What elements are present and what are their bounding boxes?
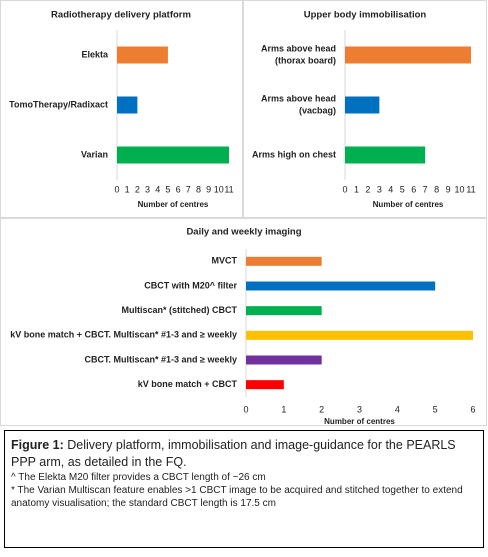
bar xyxy=(246,330,473,340)
caption-note: ^ The Elekta M20 filter provides a CBCT … xyxy=(11,472,266,483)
x-axis-title: Number of centres xyxy=(324,417,395,426)
x-tick-label: 0 xyxy=(114,184,119,194)
chart-title: Radiotherapy delivery platform xyxy=(51,10,191,21)
y-tick-label: CBCT with M20^ filter xyxy=(144,280,237,290)
y-tick-label: Arms above head xyxy=(261,43,336,53)
bar xyxy=(117,46,168,64)
chart-title: Upper body immobilisation xyxy=(304,10,427,21)
x-tick-label: 11 xyxy=(224,184,233,194)
x-tick-label: 7 xyxy=(423,184,428,194)
x-tick-label: 2 xyxy=(319,404,324,414)
x-tick-label: 0 xyxy=(342,184,347,194)
bar xyxy=(345,96,380,114)
bar xyxy=(246,355,322,365)
x-tick-label: 6 xyxy=(176,184,181,194)
x-tick-label: 7 xyxy=(186,184,191,194)
caption-label: Figure 1: xyxy=(11,438,64,452)
x-tick-label: 11 xyxy=(466,184,475,194)
caption-main: Figure 1: Delivery platform, immobilisat… xyxy=(11,437,477,471)
caption-box: Figure 1: Delivery platform, immobilisat… xyxy=(4,430,484,548)
bar xyxy=(246,256,322,266)
y-tick-label: Elekta xyxy=(81,49,109,59)
x-tick-label: 4 xyxy=(155,184,160,194)
x-tick-label: 1 xyxy=(281,404,286,414)
y-tick-label: CBCT. Multiscan* #1-3 and ≥ weekly xyxy=(85,354,238,364)
x-tick-label: 1 xyxy=(125,184,130,194)
y-tick-label: kV bone match + CBCT. Multiscan* #1-3 an… xyxy=(10,330,237,340)
x-tick-label: 6 xyxy=(411,184,416,194)
y-tick-label: Arms above head xyxy=(261,93,336,103)
caption-note: * The Varian Multiscan feature enables >… xyxy=(11,485,463,509)
x-tick-label: 10 xyxy=(214,184,224,194)
x-tick-label: 2 xyxy=(365,184,370,194)
chart-title: Daily and weekly imaging xyxy=(186,227,301,238)
x-tick-label: 2 xyxy=(135,184,140,194)
x-tick-label: 0 xyxy=(243,404,248,414)
y-tick-label: MVCT xyxy=(212,256,238,266)
x-tick-label: 9 xyxy=(446,184,451,194)
y-tick-label: (thorax board) xyxy=(275,55,336,65)
bar xyxy=(117,96,138,114)
x-tick-label: 8 xyxy=(434,184,439,194)
y-tick-label: Multiscan* (stitched) CBCT xyxy=(121,305,237,315)
x-tick-label: 3 xyxy=(145,184,150,194)
bar xyxy=(345,146,426,164)
x-axis-title: Number of centres xyxy=(373,200,444,209)
caption-text: Delivery platform, immobilisation and im… xyxy=(11,438,456,469)
bar xyxy=(246,281,436,291)
bar xyxy=(117,146,229,164)
x-tick-label: 8 xyxy=(196,184,201,194)
x-tick-label: 6 xyxy=(470,404,475,414)
y-tick-label: Arms high on chest xyxy=(252,149,336,159)
x-tick-label: 4 xyxy=(388,184,393,194)
x-tick-label: 3 xyxy=(377,184,382,194)
x-tick-label: 1 xyxy=(354,184,359,194)
bar xyxy=(246,306,322,316)
x-axis-title: Number of centres xyxy=(138,200,209,209)
panel-border xyxy=(0,0,243,218)
y-tick-label: (vacbag) xyxy=(299,105,336,115)
x-tick-label: 3 xyxy=(357,404,362,414)
bar xyxy=(345,46,471,64)
x-tick-label: 5 xyxy=(400,184,405,194)
x-tick-label: 4 xyxy=(395,404,400,414)
panel-border xyxy=(0,218,487,426)
y-tick-label: kV bone match + CBCT xyxy=(138,379,238,389)
x-tick-label: 9 xyxy=(206,184,211,194)
x-tick-label: 5 xyxy=(165,184,170,194)
bar xyxy=(246,380,284,390)
y-tick-label: Varian xyxy=(81,149,108,159)
y-tick-label: TomoTherapy/Radixact xyxy=(9,99,108,109)
panel-border xyxy=(243,0,487,218)
x-tick-label: 10 xyxy=(455,184,465,194)
x-tick-label: 5 xyxy=(433,404,438,414)
